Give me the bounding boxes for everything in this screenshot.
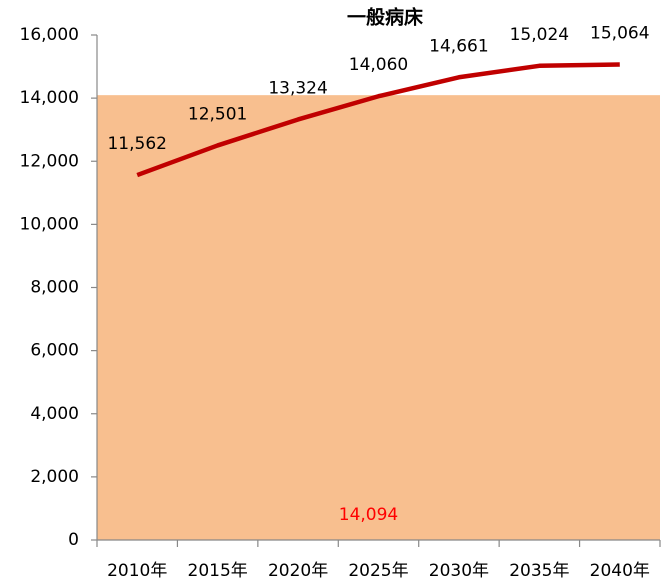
y-tick-label: 12,000 xyxy=(20,151,79,171)
y-tick-label: 8,000 xyxy=(30,278,79,298)
x-tick-label: 2015年 xyxy=(188,561,248,581)
chart-title: 一般病床 xyxy=(347,6,423,29)
y-tick-label: 14,000 xyxy=(20,88,79,108)
x-tick-label: 2010年 xyxy=(107,561,167,581)
data-label: 13,324 xyxy=(268,78,327,98)
data-label: 12,501 xyxy=(188,104,247,124)
reference-area xyxy=(97,95,660,540)
y-tick-label: 16,000 xyxy=(20,25,79,45)
x-tick-label: 2020年 xyxy=(268,561,328,581)
x-tick-label: 2040年 xyxy=(590,561,650,581)
x-tick-label: 2030年 xyxy=(429,561,489,581)
x-tick-label: 2035年 xyxy=(509,561,569,581)
x-tick-label: 2025年 xyxy=(348,561,408,581)
data-label: 15,024 xyxy=(510,25,569,45)
data-label: 11,562 xyxy=(107,134,166,154)
data-label: 14,060 xyxy=(349,55,408,75)
reference-label: 14,094 xyxy=(339,505,398,525)
data-label: 15,064 xyxy=(590,24,649,44)
y-tick-label: 6,000 xyxy=(30,341,79,361)
y-tick-label: 2,000 xyxy=(30,467,79,487)
y-tick-label: 10,000 xyxy=(20,214,79,234)
y-tick-label: 4,000 xyxy=(30,404,79,424)
y-tick-label: 0 xyxy=(68,530,79,550)
line xyxy=(136,62,620,178)
data-label: 14,661 xyxy=(429,36,488,56)
